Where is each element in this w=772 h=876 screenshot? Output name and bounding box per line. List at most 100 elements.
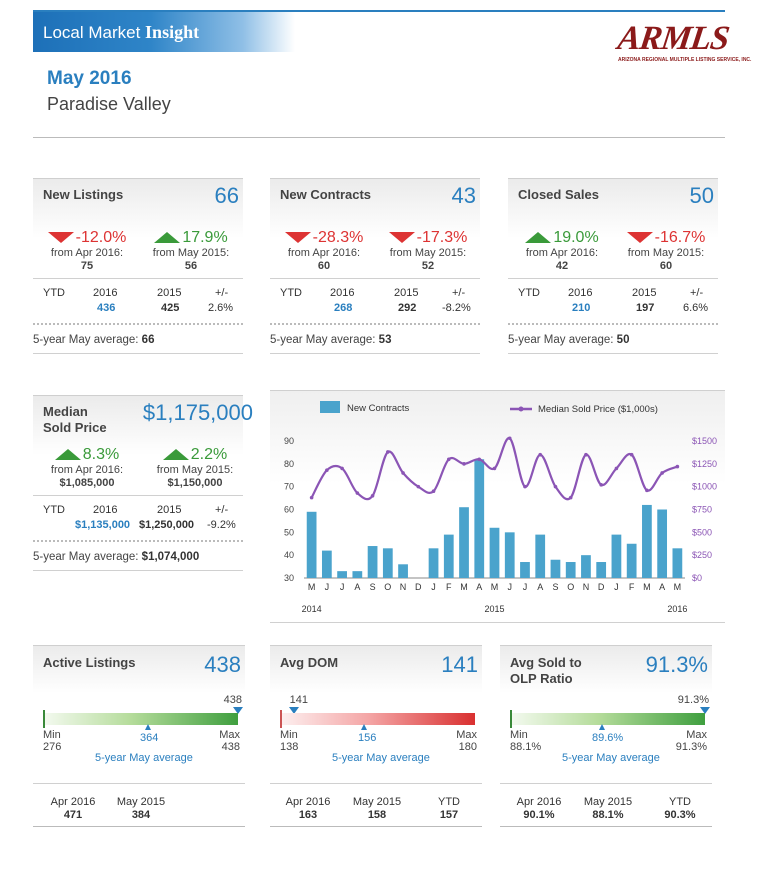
x-tick-label: S [552,582,558,592]
max-label: Max [686,729,707,741]
footer-prev-month: Apr 2016 471 [38,796,108,822]
change-from-prev-month: 8.3% from Apr 2016: $1,085,000 [37,446,137,490]
avg-value: 50 [616,334,630,346]
footer-label: Apr 2016 [285,796,331,808]
min-label: Min [510,729,528,741]
arrow-up-icon [162,449,189,461]
card-new-listings: New Listings 66 -12.0% from Apr 2016: 75… [33,178,243,354]
ytd-value-prev: 197 [636,302,655,314]
avg-label: 5-year May average: [508,334,614,346]
change-from-prev-month: -28.3% from Apr 2016: 60 [274,229,374,273]
card-value: 50 [689,183,714,208]
point-median-price [386,450,390,454]
x-year-label: 2015 [484,604,504,614]
ytd-value-prev: 425 [161,302,180,314]
change-from-prev-year: 17.9% from May 2015: 56 [141,229,241,273]
title-line-1: Median [43,404,88,419]
change-from-prev-month: -12.0% from Apr 2016: 75 [37,229,137,273]
card-title: Avg Sold to OLP Ratio [510,655,582,687]
ytd-pm-value: 6.6% [683,302,709,314]
point-median-price [629,452,634,457]
gauge-min-tick [43,710,45,728]
armls-logo: ARMLS ARIZONA REGIONAL MULTIPLE LISTING … [615,20,751,64]
average-label: 5-year May average [95,752,193,764]
x-tick-label: O [567,582,574,592]
x-tick-label: N [583,582,590,592]
brand-tab: Local Market Insight [33,12,295,52]
average-label: 5-year May average [562,752,660,764]
point-median-price [507,436,512,441]
point-median-price [309,495,314,500]
ytd-label: YTD [518,287,540,299]
card-title: Closed Sales [518,187,599,202]
change-label: from Apr 2016: [525,247,599,259]
ytd-pm-label: +/- [215,504,229,516]
average-marker-icon [360,724,367,730]
x-tick-label: M [643,582,651,592]
y-left-tick-label: 50 [284,527,294,537]
change-base: $1,150,000 [167,477,223,489]
change-label: from May 2015: [389,247,467,259]
change-label: from Apr 2016: [287,247,361,259]
x-tick-label: M [674,582,682,592]
gauge-footer: Apr 2016 90.1% May 2015 88.1% YTD 90.3% [500,783,712,827]
ytd-year-current: 2016 [93,504,118,516]
card-value: 66 [214,183,239,208]
bar-new-contracts [489,527,500,578]
max-value: 438 [221,741,240,753]
card-value: 43 [451,183,476,208]
change-base: 75 [80,260,94,272]
bar-new-contracts [596,562,607,578]
x-tick-label: A [354,582,360,592]
card-value: 141 [441,652,478,677]
change-base: 60 [659,260,673,272]
x-tick-label: M [460,582,468,592]
change-base: 60 [317,260,331,272]
ytd-pm-label: +/- [690,287,704,299]
change-base: 56 [184,260,198,272]
footer-ytd: YTD 90.3% [645,796,715,822]
arrow-down-icon [388,232,415,244]
chart-divider [270,622,725,623]
y-left-tick-label: 60 [284,505,294,515]
change-pct: -12.0% [75,229,127,246]
footer-label: May 2015 [352,796,402,808]
title-line-2: OLP Ratio [510,671,573,686]
min-label: Min [43,729,61,741]
ytd-year-current: 2016 [93,287,118,299]
gauge-active-listings: Active Listings 438 438 Min 276 Max 438 … [33,645,245,828]
ytd-value-prev: $1,250,000 [139,519,195,531]
card-title: New Listings [43,187,124,202]
footer-value: 157 [439,809,459,821]
gauge-bar [43,710,238,728]
five-year-average: 5-year May average: 66 [33,330,243,354]
bar-new-contracts [520,562,530,578]
change-pct: 2.2% [190,446,228,463]
current-marker-icon [288,707,299,714]
point-median-price [614,466,619,471]
title-line-1: Avg Sold to [510,655,582,670]
point-median-price [553,484,558,489]
x-tick-label: O [384,582,391,592]
bar-new-contracts [672,548,683,578]
bar-new-contracts [565,562,576,578]
x-year-label: 2016 [667,604,687,614]
current-value-label: 141 [289,694,308,706]
max-label: Max [456,729,477,741]
point-median-price [340,466,344,471]
y-left-tick-label: 40 [284,550,294,560]
footer-value: 163 [298,809,318,821]
average-marker-icon [598,724,605,730]
point-median-price [675,464,680,469]
bar-new-contracts [657,509,668,578]
bar-new-contracts [626,543,637,578]
ytd-row: YTD 2016 2015 +/- $1,135,000 $1,250,000 … [33,495,243,547]
bar-new-contracts [352,571,363,578]
bar-new-contracts [535,534,546,578]
bar-new-contracts [581,555,591,578]
gauge-bar [510,710,705,728]
footer-label: YTD [438,796,460,808]
chart-svg: New Contracts Median Sold Price ($1,000s)… [284,401,717,614]
bar-new-contracts [321,550,332,578]
ytd-row: YTD 2016 2015 +/- 436 425 2.6% [33,278,243,330]
